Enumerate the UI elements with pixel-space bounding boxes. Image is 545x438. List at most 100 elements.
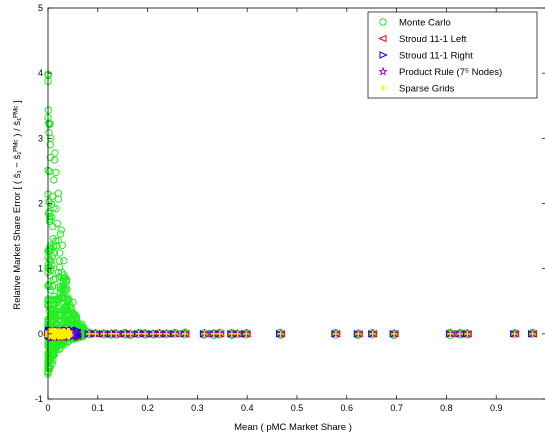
legend-item: Stroud 11-1 Left <box>378 34 467 45</box>
sparse-grids-point <box>529 330 536 337</box>
monte-carlo-point <box>48 200 56 208</box>
monte-carlo-point <box>48 318 56 327</box>
y-tick-label: 5 <box>38 3 43 13</box>
monte-carlo-point <box>64 297 73 305</box>
y-tick-label: -1 <box>35 394 43 404</box>
monte-carlo-point <box>61 274 69 282</box>
monte-carlo-point <box>44 209 53 218</box>
x-tick-label: 0.2 <box>141 403 154 413</box>
monte-carlo-point <box>52 168 60 177</box>
x-tick-label: 0.8 <box>440 403 453 413</box>
monte-carlo-point <box>51 300 59 308</box>
monte-carlo-point <box>58 292 66 300</box>
monte-carlo-point <box>46 244 55 252</box>
monte-carlo-point <box>55 249 64 257</box>
monte-carlo-point <box>71 312 79 320</box>
sparse-grids-point <box>113 330 120 337</box>
legend-label: Product Rule (7⁵ Nodes) <box>399 67 502 78</box>
y-axis-label: Relative Market Share Error [ ( ŝ₁ − ŝ₁ᴾ… <box>12 100 23 310</box>
monte-carlo-point <box>59 283 67 291</box>
legend-item: Monte Carlo <box>379 18 451 29</box>
sparse-grids-point <box>277 330 284 337</box>
monte-carlo-point <box>54 317 62 325</box>
y-tick-label: 3 <box>38 133 43 143</box>
x-tick-label: 0.5 <box>291 403 304 413</box>
monte-carlo-point <box>59 278 68 286</box>
monte-carlo-point <box>49 204 57 212</box>
data-layer <box>43 70 538 378</box>
monte-carlo-point <box>46 247 54 255</box>
monte-carlo-point <box>45 198 53 206</box>
monte-carlo-point <box>53 219 61 228</box>
legend-label: Monte Carlo <box>399 18 451 29</box>
sparse-grids-point <box>127 330 134 337</box>
legend-marker <box>380 85 386 91</box>
sparse-grids-point <box>59 331 66 338</box>
series-sparse-grids <box>45 327 536 340</box>
sparse-grids-point <box>100 330 107 337</box>
sparse-grids-point <box>456 330 463 337</box>
monte-carlo-point <box>49 298 58 306</box>
legend-label: Sparse Grids <box>399 84 455 95</box>
sparse-grids-point <box>142 330 149 337</box>
monte-carlo-point <box>45 263 53 272</box>
sparse-grids-point <box>447 330 454 337</box>
legend-marker <box>379 51 388 59</box>
legend-marker <box>378 66 388 76</box>
legend-box <box>367 11 538 99</box>
monte-carlo-point <box>55 345 64 353</box>
monte-carlo-point <box>45 129 53 137</box>
monte-carlo-point <box>52 205 60 213</box>
sparse-grids-point <box>234 330 241 337</box>
monte-carlo-point <box>45 364 54 373</box>
legend-item: Product Rule (7⁵ Nodes) <box>378 66 502 78</box>
monte-carlo-point <box>50 249 58 257</box>
monte-carlo-point <box>61 315 69 323</box>
legend-marker <box>379 18 387 26</box>
sparse-grids-point <box>86 330 93 337</box>
y-tick-label: 0 <box>38 329 43 339</box>
x-tick-label: 0.4 <box>241 403 254 413</box>
monte-carlo-point <box>46 119 54 128</box>
sparse-grids-point <box>66 328 73 335</box>
y-tick-label: 2 <box>38 199 43 209</box>
monte-carlo-point <box>56 230 65 238</box>
monte-carlo-point <box>57 226 65 234</box>
sparse-grids-point <box>332 330 339 337</box>
y-tick-label: 4 <box>38 68 43 78</box>
sparse-grids-point <box>50 329 57 336</box>
x-axis-label: Mean ( pMC Market Share ) <box>234 422 352 433</box>
monte-carlo-point <box>60 257 68 265</box>
monte-carlo-point <box>54 189 63 197</box>
sparse-grids-point <box>150 330 157 337</box>
monte-carlo-point <box>46 153 55 162</box>
monte-carlo-point <box>60 304 69 312</box>
legend-marker <box>378 34 387 43</box>
monte-carlo-point <box>45 212 54 221</box>
x-tick-label: 0.3 <box>191 403 204 413</box>
x-tick-label: 0.7 <box>390 403 403 413</box>
monte-carlo-point <box>45 120 54 129</box>
x-tick-label: 0.6 <box>341 403 354 413</box>
monte-carlo-point <box>49 235 57 243</box>
monte-carlo-point <box>55 272 64 281</box>
monte-carlo-point <box>63 302 71 310</box>
monte-carlo-point <box>50 156 59 164</box>
monte-carlo-point <box>53 242 61 250</box>
monte-carlo-point <box>49 348 57 357</box>
sparse-grids-point <box>171 330 178 337</box>
monte-carlo-point <box>49 356 57 364</box>
monte-carlo-point <box>54 237 62 245</box>
sparse-grids-point <box>181 330 188 337</box>
sparse-grids-point <box>135 330 142 337</box>
monte-carlo-point <box>52 319 60 327</box>
x-tick-label: 0 <box>45 403 50 413</box>
monte-carlo-point <box>44 106 53 114</box>
monte-carlo-point <box>50 309 59 318</box>
monte-carlo-point <box>55 257 64 265</box>
sparse-grids-point <box>369 330 376 337</box>
monte-carlo-point <box>66 311 74 320</box>
x-tick-label: 0.9 <box>490 403 503 413</box>
monte-carlo-point <box>51 297 59 305</box>
